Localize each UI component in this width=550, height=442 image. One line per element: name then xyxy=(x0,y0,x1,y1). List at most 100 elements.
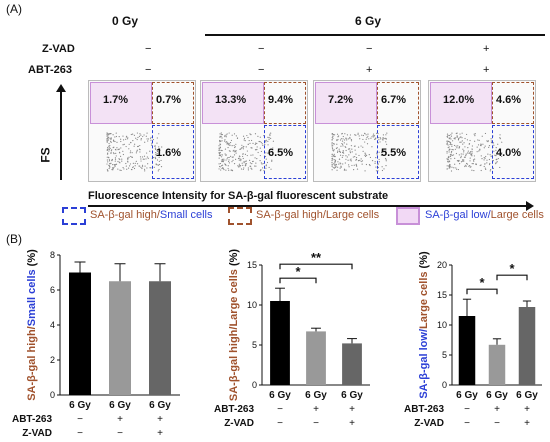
flow-event-dot xyxy=(141,164,144,166)
flow-event-dot xyxy=(252,160,254,162)
flow-event-dot xyxy=(466,152,469,154)
flow-event-dot xyxy=(361,134,363,136)
pct-high-large: 9.4% xyxy=(268,94,294,106)
flow-event-dot xyxy=(347,138,349,140)
flow-event-dot xyxy=(346,156,348,158)
flow-event-dot xyxy=(342,145,344,147)
flow-event-dot xyxy=(451,145,453,147)
flow-event-dot xyxy=(267,140,269,142)
flow-event-dot xyxy=(341,156,343,158)
flow-event-dot xyxy=(220,149,222,152)
flow-event-dot xyxy=(272,147,274,149)
flow-event-dot xyxy=(132,162,134,164)
flow-event-dot xyxy=(488,158,490,161)
flow-event-dot xyxy=(158,160,161,162)
flow-event-dot xyxy=(465,155,467,157)
x-tick-label: 6 Gy xyxy=(269,390,291,401)
sign-zvad: − xyxy=(145,43,152,55)
flow-event-dot xyxy=(484,132,487,135)
flow-event-dot xyxy=(350,160,352,162)
significance-label: * xyxy=(295,264,301,279)
flow-event-dot xyxy=(464,137,466,140)
flow-event-dot xyxy=(156,142,158,144)
flow-event-dot xyxy=(489,154,491,156)
flow-event-dot xyxy=(477,139,479,141)
flow-event-dot xyxy=(112,164,114,166)
flow-event-dot xyxy=(259,159,261,162)
flow-event-dot xyxy=(462,148,464,150)
flow-event-dot xyxy=(152,138,155,141)
x-axis-arrow xyxy=(88,205,528,207)
flow-event-dot xyxy=(375,166,377,168)
flow-event-dot xyxy=(130,155,132,158)
flow-event-dot xyxy=(331,142,333,144)
flow-event-dot xyxy=(107,161,109,163)
flow-event-dot xyxy=(495,163,497,165)
flow-event-dot xyxy=(468,143,470,145)
flow-event-dot xyxy=(259,147,261,149)
flow-event-dot xyxy=(490,138,492,140)
flow-event-dot xyxy=(222,161,224,163)
flow-event-dot xyxy=(241,144,243,146)
flow-event-dot xyxy=(385,150,387,152)
flow-event-dot xyxy=(454,163,456,165)
sign-zvad: − xyxy=(258,43,265,55)
flow-event-dot xyxy=(242,157,244,160)
flow-event-dot xyxy=(142,135,144,138)
flow-event-dot xyxy=(141,167,143,170)
flow-event-dot xyxy=(364,170,366,172)
flow-event-dot xyxy=(331,155,333,158)
flow-event-dot xyxy=(127,158,129,160)
flow-event-dot xyxy=(456,136,458,138)
flow-event-dot xyxy=(501,152,503,154)
flow-event-dot xyxy=(225,134,227,136)
flow-event-dot xyxy=(241,162,243,164)
flow-event-dot xyxy=(265,141,267,143)
flow-event-dot xyxy=(456,147,458,149)
row-label-abt263: ABT-263 xyxy=(28,64,73,76)
flow-event-dot xyxy=(454,138,456,140)
flow-event-dot xyxy=(465,133,468,136)
flow-event-dot xyxy=(336,133,339,135)
flow-event-dot xyxy=(384,157,387,160)
x-tick-label: 6 Gy xyxy=(69,400,91,411)
flow-scatter xyxy=(106,132,163,172)
flow-event-dot xyxy=(347,148,350,150)
flow-event-dot xyxy=(249,142,251,145)
flow-event-dot xyxy=(144,141,146,143)
flow-event-dot xyxy=(341,151,344,154)
flow-event-dot xyxy=(347,159,349,161)
x-axis-label: Fluorescence Intensity for SA-β-gal fluo… xyxy=(88,190,389,202)
flow-plot: 7.2% 6.7% 5.5% xyxy=(313,80,421,182)
flow-event-dot xyxy=(488,146,490,149)
flow-event-dot xyxy=(450,158,452,160)
flow-event-dot xyxy=(332,135,334,137)
flow-event-dot xyxy=(222,167,224,169)
flow-event-dot xyxy=(334,155,336,158)
flow-event-dot xyxy=(220,132,222,134)
flow-event-dot xyxy=(120,140,122,143)
gate-low-large xyxy=(90,82,152,124)
flow-event-dot xyxy=(147,163,149,165)
flow-event-dot xyxy=(451,166,453,168)
gate-low-large xyxy=(430,82,492,124)
flow-event-dot xyxy=(339,139,342,141)
flow-event-dot xyxy=(147,140,149,142)
flow-event-dot xyxy=(145,135,147,137)
flow-event-dot xyxy=(220,134,223,136)
flow-event-dot xyxy=(463,156,466,158)
flow-event-dot xyxy=(354,149,356,151)
flow-event-dot xyxy=(371,160,374,162)
flow-event-dot xyxy=(474,133,476,135)
flow-event-dot xyxy=(150,144,153,146)
flow-event-dot xyxy=(122,166,124,169)
flow-event-dot xyxy=(219,147,221,149)
flow-event-dot xyxy=(357,133,359,135)
flow-event-dot xyxy=(469,152,471,154)
flow-event-dot xyxy=(459,141,461,143)
flow-event-dot xyxy=(364,155,367,157)
flow-event-dot xyxy=(476,151,478,153)
flow-event-dot xyxy=(114,157,117,159)
flow-event-dot xyxy=(453,167,455,169)
legend-text-2: SA-β-gal high/Large cells xyxy=(256,209,379,221)
